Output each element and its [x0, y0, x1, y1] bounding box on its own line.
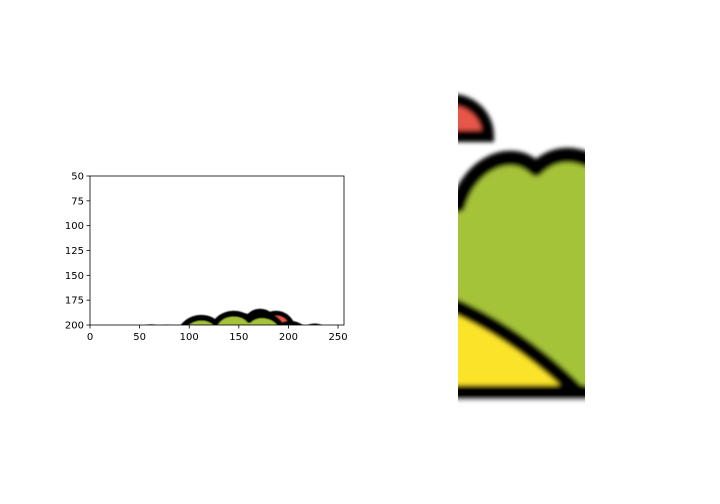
- y-tick-label: 50: [71, 172, 84, 183]
- y-tick-label: 200: [65, 321, 84, 332]
- x-tick-label: 100: [180, 332, 199, 343]
- main-plot-area: [90, 176, 344, 325]
- y-tick-label: 75: [71, 196, 84, 207]
- x-tick-label: 200: [279, 332, 298, 343]
- main-axes: 0 50 100 150 200 250 50 75 100 125 150 175 200: [65, 172, 348, 432]
- x-tick-label: 50: [133, 332, 146, 343]
- lettuce: [165, 310, 303, 325]
- y-tick-label: 150: [65, 271, 84, 282]
- zoomed-image: [458, 94, 585, 422]
- y-tick-label: 125: [65, 246, 84, 257]
- x-tick-label: 0: [87, 332, 93, 343]
- x-axis: 0 50 100 150 200 250: [87, 325, 348, 343]
- x-tick-label: 250: [329, 332, 348, 343]
- taco-shell: [142, 366, 297, 432]
- y-tick-label: 175: [65, 296, 84, 307]
- x-tick-label: 150: [229, 332, 248, 343]
- main-image: [142, 308, 322, 432]
- y-tick-label: 100: [65, 221, 84, 232]
- y-axis: 50 75 100 125 150 175 200: [65, 172, 90, 332]
